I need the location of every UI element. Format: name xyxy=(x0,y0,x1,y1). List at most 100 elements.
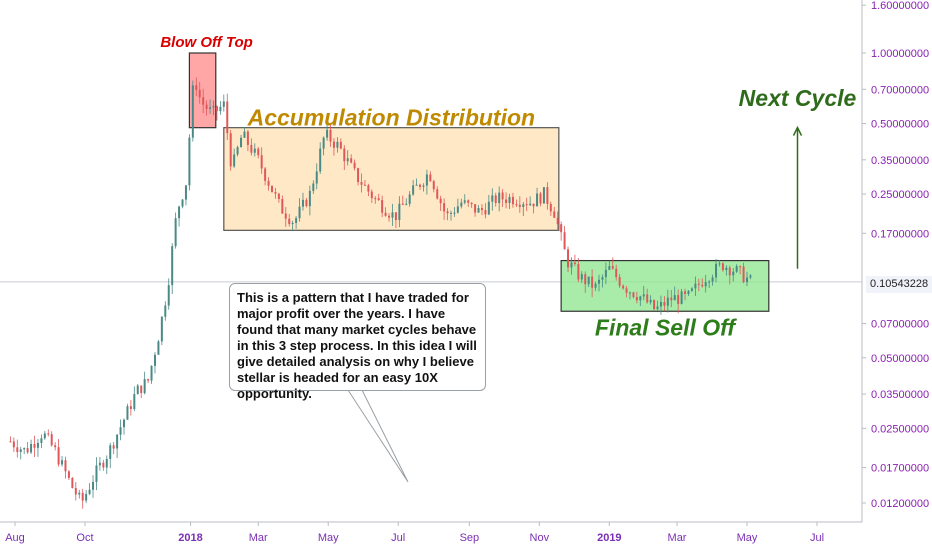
candle-body xyxy=(136,385,139,395)
candle-body xyxy=(563,232,566,250)
candle-body xyxy=(181,199,184,207)
y-tick-label: 0.03500000 xyxy=(871,389,929,401)
candle-body xyxy=(260,155,263,169)
candle-body xyxy=(405,203,408,205)
candle-body xyxy=(742,266,745,283)
candle-body xyxy=(288,218,291,224)
candle-body xyxy=(456,206,459,213)
candle-body xyxy=(628,292,631,294)
candle-body xyxy=(388,215,391,218)
candle-body xyxy=(50,434,53,446)
candle-body xyxy=(78,492,81,495)
candle-body xyxy=(394,212,397,221)
candle-body xyxy=(326,129,329,138)
candle-body xyxy=(491,195,494,202)
candle-body xyxy=(704,282,707,287)
annotation-overlays: Blow Off Top Accumulation Distribution Fin… xyxy=(160,34,857,483)
y-tick-label: 1.00000000 xyxy=(871,48,929,60)
candle-body xyxy=(425,174,428,186)
candle-body xyxy=(26,448,29,453)
candle-body xyxy=(422,185,425,187)
blow-off-top-label: Blow Off Top xyxy=(160,34,252,51)
pattern-zones xyxy=(188,52,770,312)
candle-body xyxy=(505,199,508,204)
candle-body xyxy=(160,316,163,342)
x-tick-label: Nov xyxy=(530,532,550,544)
candle-body xyxy=(9,441,12,443)
candle-body xyxy=(429,174,432,182)
candle-body xyxy=(622,285,625,289)
candle-body xyxy=(739,266,742,268)
candle-body xyxy=(298,206,301,219)
candle-body xyxy=(546,187,549,204)
y-tick-label: 0.50000000 xyxy=(871,119,929,131)
y-tick-label: 0.02500000 xyxy=(871,423,929,435)
candle-body xyxy=(19,449,22,452)
x-tick-label: Jul xyxy=(391,532,405,544)
candle-body xyxy=(539,193,542,204)
candle-body xyxy=(67,471,70,478)
candle-body xyxy=(573,262,576,265)
candle-body xyxy=(264,168,267,181)
x-tick-label: Jul xyxy=(810,532,824,544)
candle-body xyxy=(570,262,573,268)
candle-body xyxy=(119,427,122,435)
y-tick-label: 0.07000000 xyxy=(871,319,929,331)
candle-body xyxy=(653,299,656,310)
candle-body xyxy=(215,106,218,112)
candle-body xyxy=(61,460,64,465)
candle-body xyxy=(463,200,466,203)
candle-body xyxy=(81,492,84,501)
candle-body xyxy=(109,445,112,459)
candle-body xyxy=(226,101,229,134)
candle-body xyxy=(470,202,473,205)
candle-body xyxy=(92,481,95,490)
candle-body xyxy=(391,212,394,218)
candle-body xyxy=(167,285,170,306)
candle-body xyxy=(250,144,253,153)
candle-body xyxy=(98,462,101,466)
candle-body xyxy=(198,89,201,98)
current-price-tag: 0.10543228 xyxy=(866,276,932,293)
candle-body xyxy=(511,196,514,205)
candle-body xyxy=(515,204,518,206)
candle-body xyxy=(240,137,243,148)
x-tick-label: Oct xyxy=(76,532,93,544)
axes: 1.60000000 1.00000000 0.70000000 0.50000000… xyxy=(0,0,929,544)
candle-body xyxy=(601,277,604,280)
candle-body xyxy=(498,192,501,204)
x-tick-label: May xyxy=(318,532,339,544)
candle-body xyxy=(419,184,422,187)
candle-body xyxy=(594,283,597,288)
candle-body xyxy=(580,274,583,280)
candle-body xyxy=(477,208,480,213)
candle-body xyxy=(236,147,239,155)
candle-body xyxy=(649,299,652,303)
candle-body xyxy=(694,283,697,289)
candle-body xyxy=(281,199,284,214)
candle-body xyxy=(112,445,115,449)
candle-body xyxy=(542,187,545,204)
candle-body xyxy=(749,275,752,278)
candle-body xyxy=(697,283,700,285)
candle-body xyxy=(267,180,270,186)
candle-body xyxy=(350,158,353,163)
candle-body xyxy=(126,406,129,420)
candle-body xyxy=(322,137,325,149)
x-tick-label: Mar xyxy=(249,532,268,544)
candle-body xyxy=(446,211,449,214)
candle-body xyxy=(274,192,277,194)
candle-body xyxy=(439,198,442,204)
candle-body xyxy=(584,274,587,285)
candle-body xyxy=(95,465,98,482)
candle-body xyxy=(715,263,718,278)
candle-body xyxy=(202,97,205,105)
candle-body xyxy=(116,434,119,449)
candle-body xyxy=(673,295,676,301)
candle-body xyxy=(171,246,174,286)
candle-body xyxy=(460,202,463,207)
x-tick-label: 2019 xyxy=(597,532,621,544)
candle-body xyxy=(508,196,511,204)
